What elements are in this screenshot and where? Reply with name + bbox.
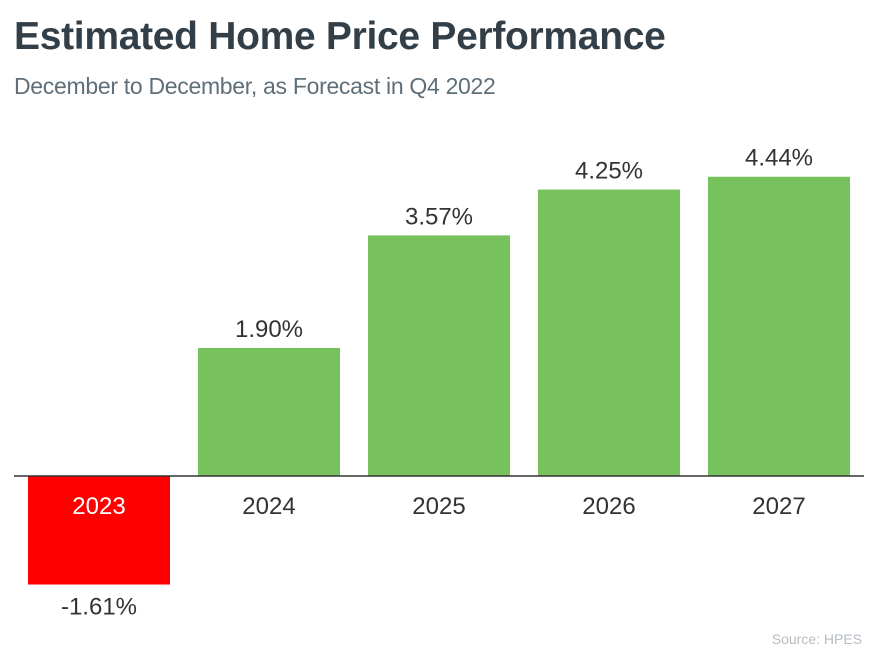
bar-2024 xyxy=(198,347,340,476)
value-label-2027: 4.44% xyxy=(745,145,813,172)
chart-subtitle: December to December, as Forecast in Q4 … xyxy=(14,73,496,99)
bar-2025 xyxy=(368,235,510,476)
value-label-2025: 3.57% xyxy=(405,203,473,230)
source-note: Source: HPES xyxy=(771,631,862,647)
value-label-2024: 1.90% xyxy=(235,316,303,343)
category-label-2023: 2023 xyxy=(72,493,125,520)
category-label-2026: 2026 xyxy=(582,493,635,520)
value-label-2026: 4.25% xyxy=(575,158,643,185)
bar-2026 xyxy=(538,189,680,477)
bar-2027 xyxy=(708,176,850,476)
bar-2023 xyxy=(28,476,170,585)
value-label-2023: -1.61% xyxy=(61,594,137,621)
category-label-2025: 2025 xyxy=(412,493,465,520)
chart-title: Estimated Home Price Performance xyxy=(14,15,666,58)
category-label-2027: 2027 xyxy=(752,493,805,520)
category-label-2024: 2024 xyxy=(242,493,295,520)
labels-group: -1.61% 2023 1.90% 2024 3.57% 2025 4.25% 2026 4.4… xyxy=(61,145,813,621)
bars-group xyxy=(28,176,850,585)
